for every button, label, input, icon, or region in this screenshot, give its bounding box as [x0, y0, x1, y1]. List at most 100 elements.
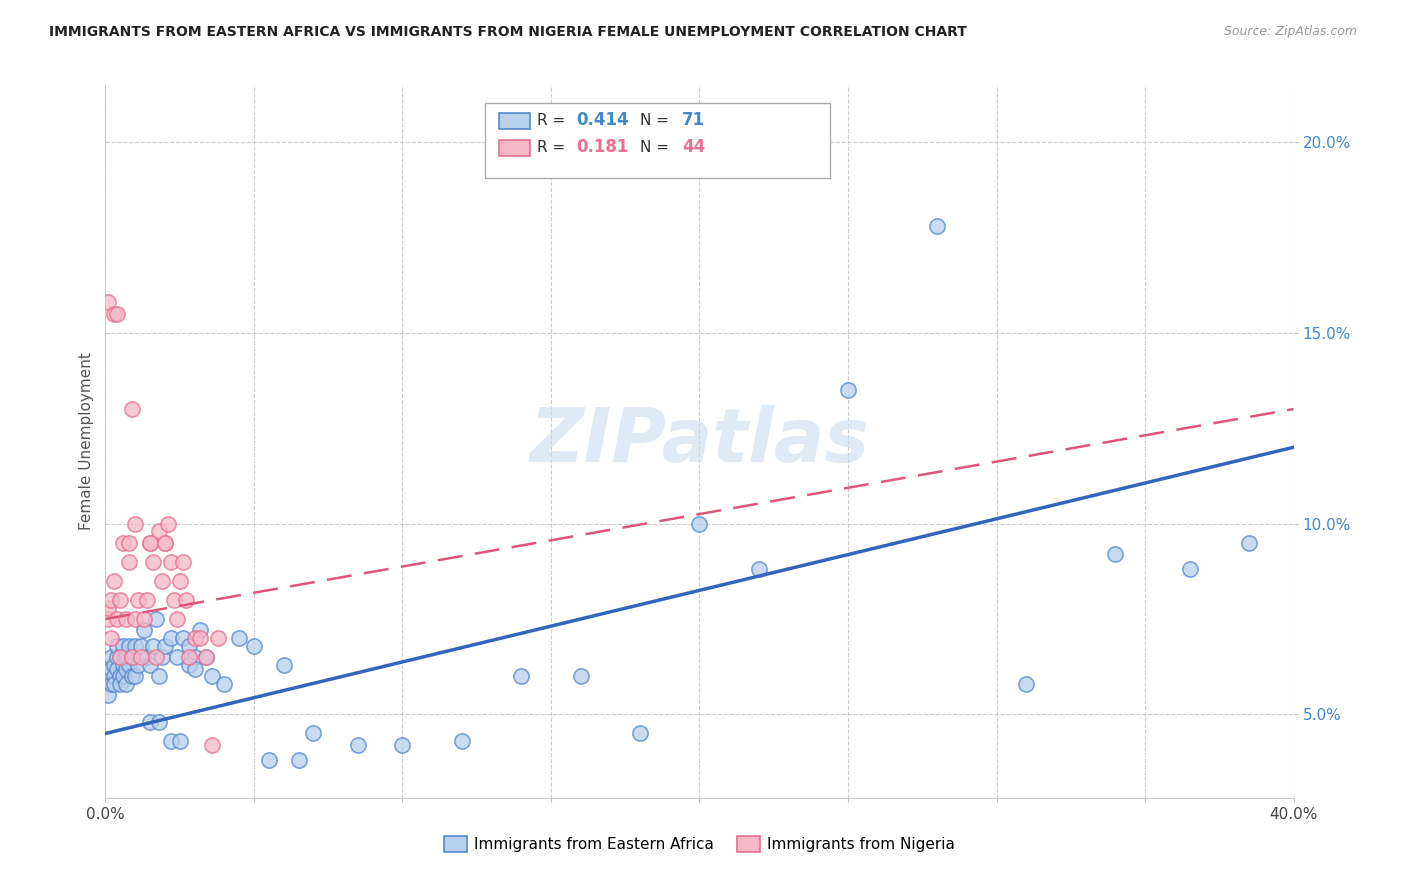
- Point: [150, 650, 173, 665]
- Point: [129, 639, 152, 653]
- Point: [145, 612, 167, 626]
- Point: [121, 669, 143, 683]
- Point: [127, 657, 149, 672]
- Point: [177, 650, 200, 665]
- Point: [510, 669, 533, 683]
- Point: [112, 639, 135, 653]
- Point: [159, 631, 181, 645]
- Y-axis label: Female Unemployment: Female Unemployment: [79, 352, 94, 531]
- Point: [150, 574, 173, 588]
- Point: [136, 593, 159, 607]
- Text: 71: 71: [682, 112, 704, 129]
- Point: [97, 295, 120, 310]
- Point: [100, 593, 122, 607]
- Point: [121, 650, 143, 665]
- Point: [118, 555, 141, 569]
- Point: [169, 734, 191, 748]
- Point: [139, 535, 162, 549]
- Point: [132, 624, 155, 638]
- Point: [121, 650, 143, 665]
- Point: [121, 402, 143, 417]
- Point: [105, 650, 128, 665]
- Point: [112, 535, 135, 549]
- Point: [110, 593, 132, 607]
- Text: ZIPatlas: ZIPatlas: [530, 405, 869, 478]
- Point: [1104, 547, 1126, 561]
- Point: [153, 639, 176, 653]
- Point: [177, 657, 200, 672]
- Point: [569, 669, 592, 683]
- Point: [115, 677, 138, 691]
- Point: [129, 650, 152, 665]
- Point: [103, 677, 125, 691]
- Point: [103, 669, 125, 683]
- Point: [148, 714, 170, 729]
- Point: [142, 639, 165, 653]
- Point: [115, 650, 138, 665]
- Point: [273, 657, 295, 672]
- Legend: Immigrants from Eastern Africa, Immigrants from Nigeria: Immigrants from Eastern Africa, Immigran…: [437, 830, 962, 858]
- Point: [124, 612, 146, 626]
- Point: [124, 639, 146, 653]
- Point: [169, 574, 191, 588]
- Point: [166, 650, 188, 665]
- Point: [257, 753, 280, 767]
- Text: Source: ZipAtlas.com: Source: ZipAtlas.com: [1223, 25, 1357, 38]
- Point: [243, 639, 266, 653]
- Point: [105, 662, 128, 676]
- Point: [347, 738, 370, 752]
- Point: [132, 612, 155, 626]
- Point: [110, 650, 132, 665]
- Point: [105, 612, 128, 626]
- Point: [97, 688, 120, 702]
- Point: [112, 669, 135, 683]
- Text: IMMIGRANTS FROM EASTERN AFRICA VS IMMIGRANTS FROM NIGERIA FEMALE UNEMPLOYMENT CO: IMMIGRANTS FROM EASTERN AFRICA VS IMMIGR…: [49, 25, 967, 39]
- Point: [139, 657, 162, 672]
- Point: [124, 516, 146, 531]
- Point: [190, 624, 212, 638]
- Point: [115, 662, 138, 676]
- Text: R =: R =: [537, 140, 565, 154]
- Text: 0.414: 0.414: [576, 112, 628, 129]
- Point: [837, 383, 859, 397]
- Point: [118, 639, 141, 653]
- Point: [1237, 535, 1260, 549]
- Point: [183, 650, 205, 665]
- Point: [287, 753, 309, 767]
- Point: [207, 631, 229, 645]
- Point: [159, 734, 181, 748]
- Point: [97, 669, 120, 683]
- Point: [148, 524, 170, 539]
- Point: [105, 307, 128, 321]
- Text: N =: N =: [640, 113, 669, 128]
- Point: [153, 535, 176, 549]
- Point: [100, 677, 122, 691]
- Point: [156, 516, 179, 531]
- Point: [110, 669, 132, 683]
- Point: [174, 593, 197, 607]
- Point: [927, 219, 949, 233]
- Point: [1015, 677, 1038, 691]
- Point: [689, 516, 711, 531]
- Point: [112, 657, 135, 672]
- Point: [110, 650, 132, 665]
- Point: [172, 631, 194, 645]
- Point: [139, 535, 162, 549]
- Point: [103, 574, 125, 588]
- Point: [97, 612, 120, 626]
- Text: 44: 44: [682, 138, 706, 156]
- Text: R =: R =: [537, 113, 565, 128]
- Point: [172, 555, 194, 569]
- Point: [139, 714, 162, 729]
- Point: [100, 631, 122, 645]
- Point: [391, 738, 413, 752]
- Point: [118, 657, 141, 672]
- Point: [97, 600, 120, 615]
- Point: [110, 677, 132, 691]
- Point: [127, 593, 149, 607]
- Point: [302, 726, 325, 740]
- Point: [103, 657, 125, 672]
- Point: [450, 734, 472, 748]
- Text: 0.181: 0.181: [576, 138, 628, 156]
- Point: [105, 639, 128, 653]
